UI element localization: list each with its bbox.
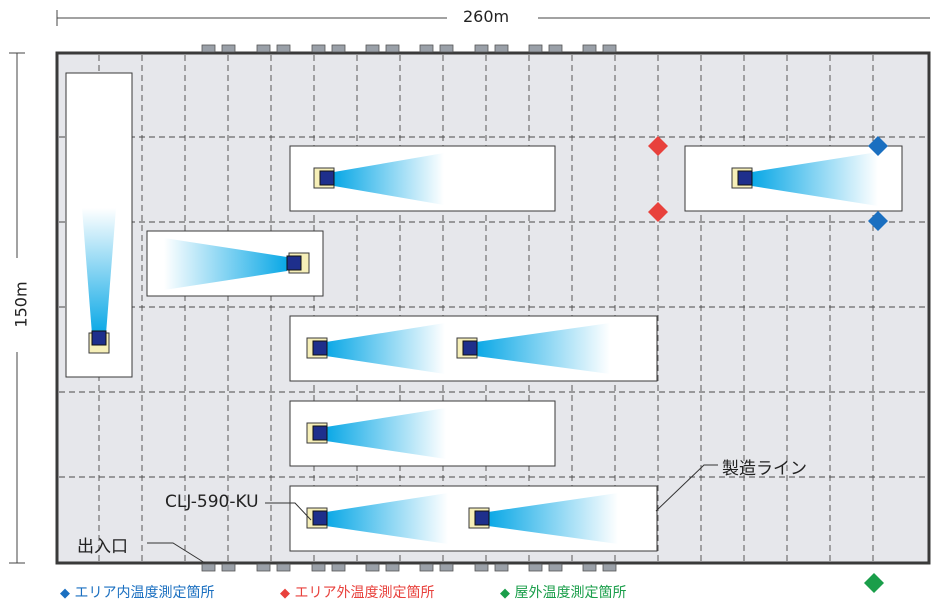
legend-outdoor: ◆ 屋外温度測定箇所 (500, 582, 626, 602)
height-dimension-label: 150m (12, 281, 31, 327)
legend-inside: ◆ エリア内温度測定箇所 (60, 582, 214, 602)
red-diamond-icon: ◆ (280, 586, 290, 601)
cooler-unit-icon (314, 168, 334, 188)
cooler-unit-icon (307, 423, 327, 443)
cooler-unit-icon (457, 338, 477, 358)
model-label: CLJ-590-KU (165, 492, 259, 512)
legend-outdoor-text: 屋外温度測定箇所 (514, 585, 626, 601)
width-dimension-label: 260m (463, 7, 509, 26)
legend-inside-text: エリア内温度測定箇所 (74, 585, 214, 601)
cooler-unit-icon (469, 508, 489, 528)
legend-outside: ◆ エリア外温度測定箇所 (280, 582, 434, 602)
cooler-unit-icon (732, 168, 752, 188)
cooler-unit-icon (89, 331, 109, 353)
cooler-unit-icon (287, 253, 309, 273)
production-line-label: 製造ライン (722, 454, 807, 479)
entrance-label: 出入口 (77, 532, 128, 557)
cooler-unit-icon (307, 508, 327, 528)
blue-diamond-icon: ◆ (60, 586, 70, 601)
legend-outside-text: エリア外温度測定箇所 (294, 585, 434, 601)
roof-vents-top (202, 45, 616, 52)
roof-vents-bottom (202, 564, 616, 571)
green-diamond-icon (864, 573, 884, 593)
cooler-unit-icon (307, 338, 327, 358)
green-diamond-icon: ◆ (500, 586, 510, 601)
